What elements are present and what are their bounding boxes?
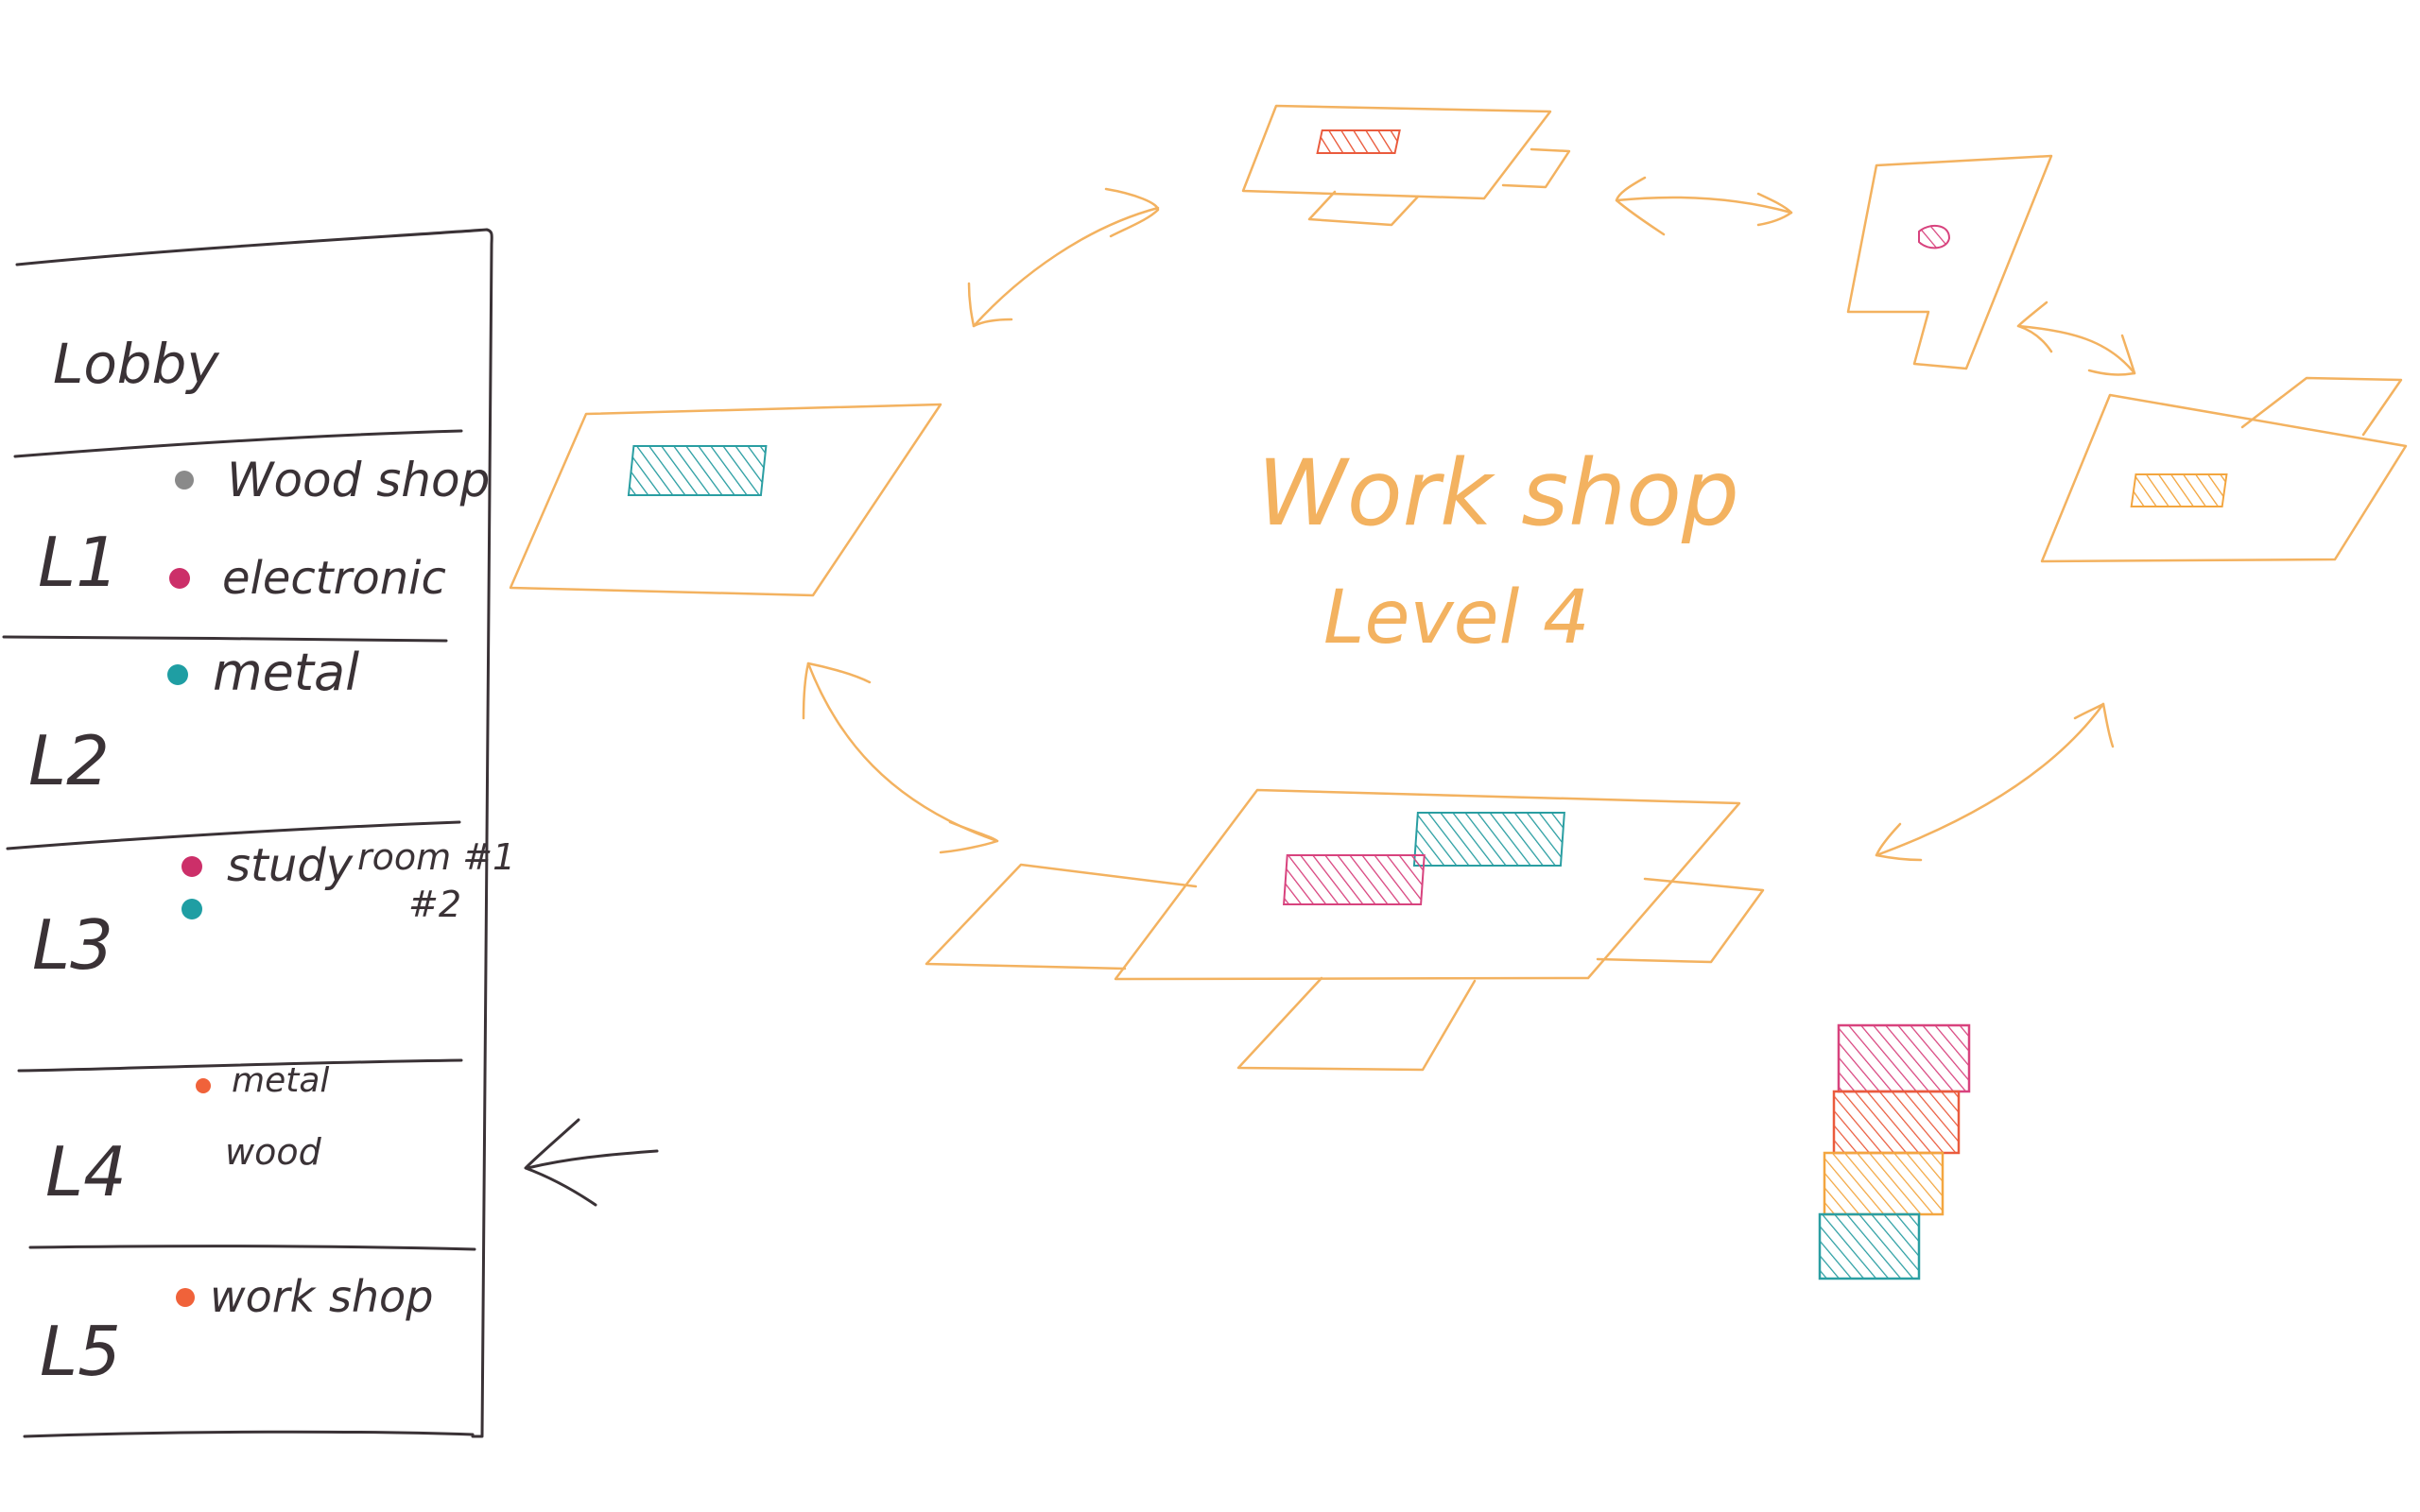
study-room-1-dot bbox=[182, 856, 202, 877]
station-bottom-zone-pink bbox=[1283, 854, 1426, 905]
floor-label-l1: L1 bbox=[38, 523, 119, 602]
station-top-right-zone bbox=[1918, 225, 1951, 249]
floor-line-base bbox=[23, 1430, 475, 1438]
station-right-zone bbox=[2130, 473, 2228, 507]
flow-arrows bbox=[802, 176, 2136, 862]
room-label-workshop: work shop bbox=[210, 1271, 433, 1322]
swatch-red-orange bbox=[1832, 1090, 1961, 1155]
workshop-subtitle: Level 4 bbox=[1323, 576, 1590, 661]
swatch-teal bbox=[1818, 1212, 1921, 1280]
room-label-l4-wood: wood bbox=[225, 1131, 322, 1173]
study-room-2-dot bbox=[182, 899, 202, 919]
floor-line-l1-l2 bbox=[2, 635, 448, 643]
station-right bbox=[2040, 376, 2408, 563]
arrow-topright-right bbox=[2016, 324, 2136, 375]
floor-line-lobby-l1 bbox=[13, 429, 463, 458]
floor-label-lobby: Lobby bbox=[53, 332, 219, 396]
swatch-pink bbox=[1837, 1023, 1971, 1093]
station-left bbox=[509, 403, 942, 597]
station-top-right bbox=[1846, 154, 2053, 370]
floor-line-l2-l3 bbox=[6, 820, 461, 850]
room-label-l4-metal: metal bbox=[232, 1061, 329, 1100]
room-label-metal: metal bbox=[213, 643, 359, 702]
swatch-amber bbox=[1823, 1151, 1945, 1216]
workshop-title: Work shop bbox=[1257, 440, 1739, 546]
station-top bbox=[1241, 104, 1571, 227]
room-label-wood-shop: Wood shop bbox=[227, 453, 490, 507]
current-floor-arrow bbox=[524, 1118, 659, 1207]
station-top-zone bbox=[1316, 129, 1401, 154]
station-left-zone bbox=[627, 445, 768, 496]
l4-metal-dot bbox=[196, 1078, 211, 1093]
workshop-dot bbox=[176, 1288, 195, 1307]
floor-label-l2: L2 bbox=[28, 721, 110, 800]
station-bottom bbox=[925, 788, 1765, 1072]
building-section bbox=[2, 228, 493, 1438]
metal-dot bbox=[167, 664, 188, 685]
floor-line-l4-l5 bbox=[28, 1245, 476, 1251]
room-label-electronic: electronic bbox=[222, 552, 446, 605]
electronic-dot bbox=[169, 568, 190, 589]
room-label-study: study bbox=[227, 839, 354, 892]
arrow-bottom-left bbox=[806, 662, 999, 843]
legend-swatches bbox=[1818, 1023, 1971, 1280]
floor-line-l3-l4 bbox=[17, 1058, 463, 1073]
floor-label-l4: L4 bbox=[45, 1132, 127, 1211]
building-outline bbox=[15, 228, 493, 1438]
station-bottom-zone-teal bbox=[1412, 812, 1565, 867]
arrow-right-bottom bbox=[1875, 702, 2105, 857]
floor-label-l3: L3 bbox=[32, 905, 113, 985]
arrow-top-topright bbox=[1615, 196, 1793, 215]
study-room-note-1: room #1 bbox=[357, 836, 515, 878]
floor-label-l5: L5 bbox=[40, 1312, 121, 1391]
wood-shop-dot bbox=[175, 471, 194, 490]
arrow-left-top bbox=[972, 206, 1160, 328]
study-room-note-2: #2 bbox=[408, 884, 461, 925]
